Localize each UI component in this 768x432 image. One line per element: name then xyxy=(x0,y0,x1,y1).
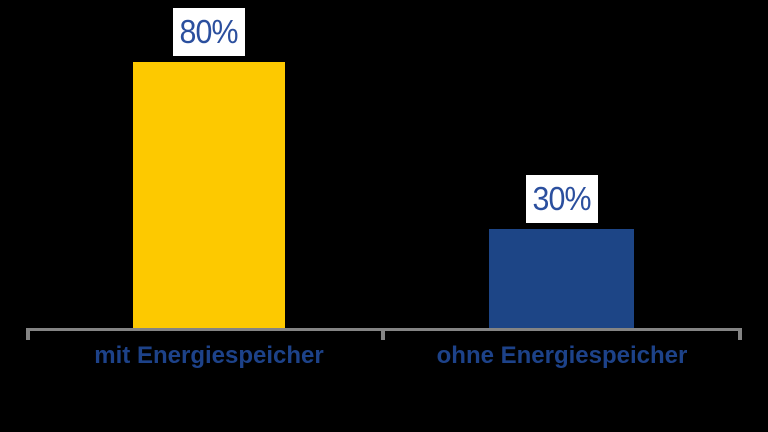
value-label-box-mit-energiespeicher: 80% xyxy=(173,8,245,56)
x-axis-tick-right xyxy=(738,328,742,340)
bar-mit-energiespeicher xyxy=(133,62,285,330)
x-axis-tick-left xyxy=(26,328,30,340)
value-label-box-ohne-energiespeicher: 30% xyxy=(526,175,598,223)
bar-ohne-energiespeicher xyxy=(489,229,634,330)
value-label-mit-energiespeicher: 80% xyxy=(179,13,239,50)
value-label-ohne-energiespeicher: 30% xyxy=(532,180,592,217)
x-axis-tick-middle xyxy=(381,328,385,340)
category-label-mit-energiespeicher: mit Energiespeicher xyxy=(94,342,324,369)
category-label-ohne-energiespeicher: ohne Energiespeicher xyxy=(436,342,688,369)
